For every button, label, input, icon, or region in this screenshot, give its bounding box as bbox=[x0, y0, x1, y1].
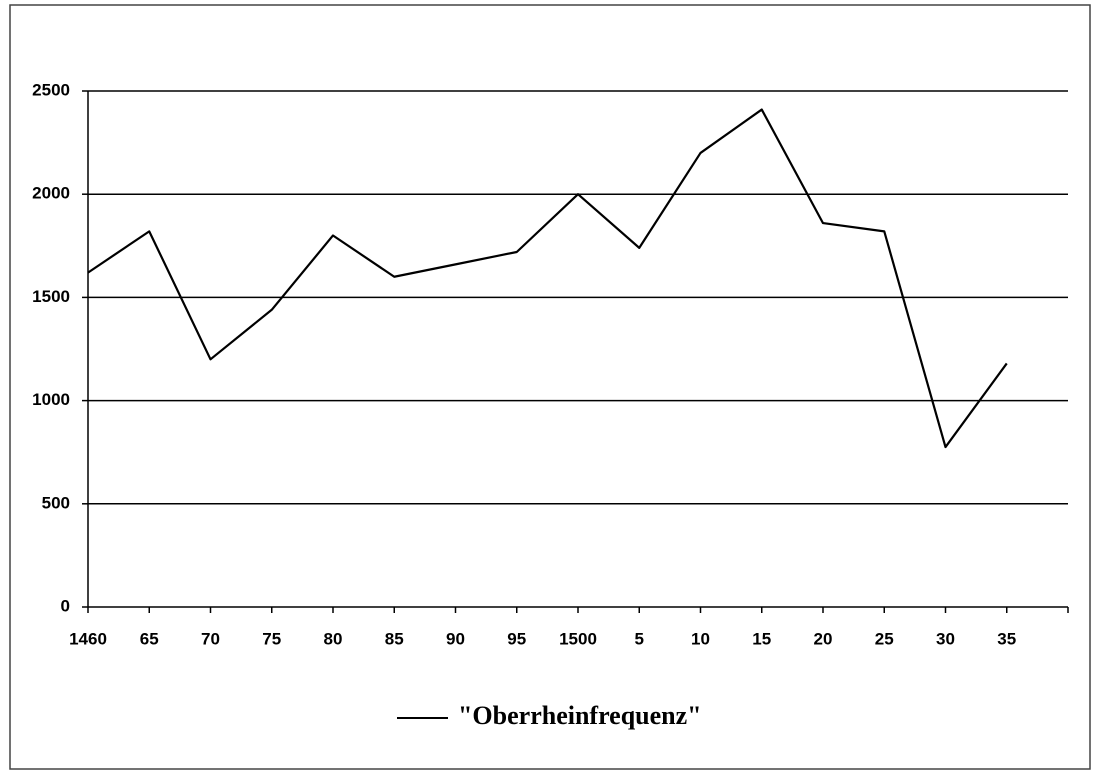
x-tick-label: 20 bbox=[814, 629, 833, 648]
x-tick-label: 5 bbox=[635, 629, 644, 648]
y-tick-label: 1500 bbox=[32, 287, 70, 306]
x-tick-label: 90 bbox=[446, 629, 465, 648]
x-tick-label: 25 bbox=[875, 629, 894, 648]
x-tick-label: 10 bbox=[691, 629, 710, 648]
x-tick-label: 15 bbox=[752, 629, 771, 648]
x-tick-label: 1500 bbox=[559, 629, 597, 648]
x-tick-label: 85 bbox=[385, 629, 404, 648]
x-tick-label: 1460 bbox=[69, 629, 107, 648]
y-tick-label: 0 bbox=[61, 596, 70, 615]
x-tick-label: 80 bbox=[324, 629, 343, 648]
data-line bbox=[87, 108, 1008, 449]
x-tick-label: 95 bbox=[507, 629, 526, 648]
y-tick-label: 2500 bbox=[32, 80, 70, 99]
y-tick-label: 1000 bbox=[32, 390, 70, 409]
x-tick-label: 70 bbox=[201, 629, 220, 648]
chart-frame bbox=[9, 4, 1091, 770]
x-tick-label: 75 bbox=[262, 629, 281, 648]
x-tick-label: 65 bbox=[140, 629, 159, 648]
y-tick-label: 2000 bbox=[32, 184, 70, 203]
y-tick-label: 500 bbox=[42, 493, 70, 512]
legend-label: "Oberrheinfrequenz" bbox=[458, 701, 702, 730]
x-tick-label: 35 bbox=[997, 629, 1016, 648]
x-tick-label: 30 bbox=[936, 629, 955, 648]
